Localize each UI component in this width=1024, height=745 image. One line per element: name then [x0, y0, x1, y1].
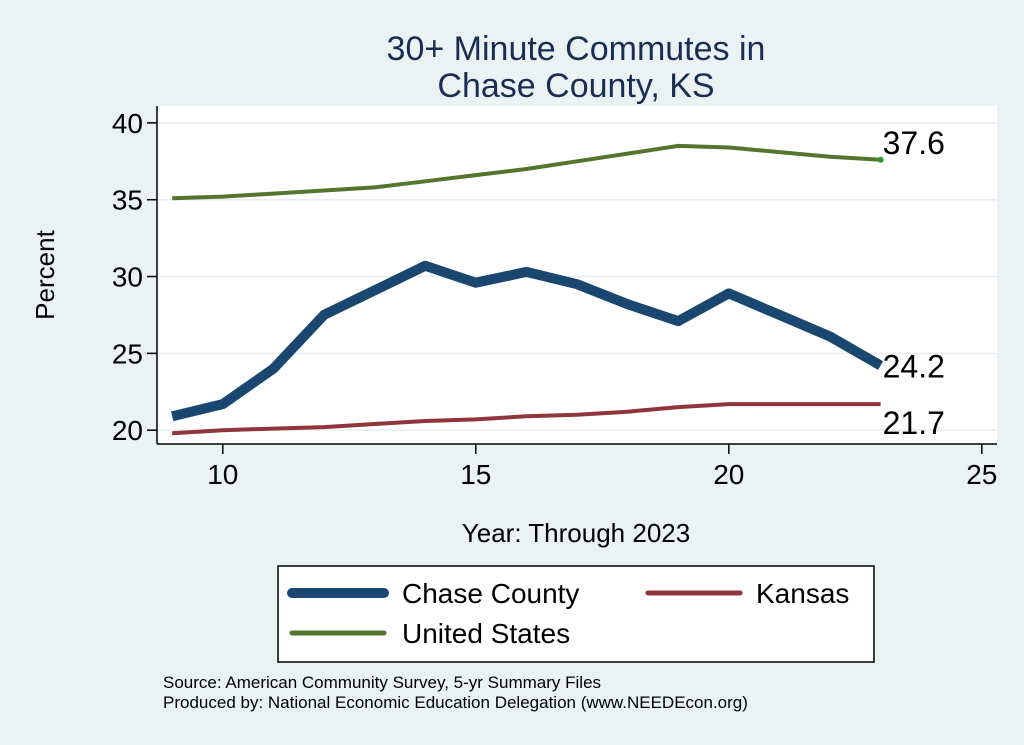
y-tick-label-40: 40 [112, 108, 143, 139]
y-tick-label-25: 25 [112, 338, 143, 369]
end-marker-united-states [877, 156, 884, 163]
chart-title-line-1: 30+ Minute Commutes in [387, 30, 766, 68]
x-tick-label-10: 10 [207, 459, 238, 490]
series-line-united-states [172, 143, 881, 201]
y-tick-label-35: 35 [112, 185, 143, 216]
x-axis-title: Year: Through 2023 [462, 518, 690, 548]
end-label-united-states: 37.6 [883, 125, 945, 161]
end-label-chase-county: 24.2 [883, 349, 945, 385]
plot-area [157, 106, 997, 444]
legend: Chase County Kansas United States [277, 565, 875, 663]
series-line-chase-county [171, 260, 884, 422]
legend-label-kansas: Kansas [756, 578, 849, 609]
series-lines [171, 143, 884, 436]
y-tick-label-20: 20 [112, 415, 143, 446]
legend-label-united-states: United States [402, 618, 570, 649]
ticks: 20 25 30 35 40 10 15 20 25 [112, 108, 998, 490]
end-labels: 24.2 21.7 37.6 [877, 125, 945, 441]
x-tick-label-20: 20 [713, 459, 744, 490]
legend-box [277, 565, 875, 663]
end-label-kansas: 21.7 [883, 405, 945, 441]
x-tick-label-25: 25 [966, 459, 997, 490]
chart-title-line-2: Chase County, KS [437, 67, 714, 105]
x-tick-label-15: 15 [460, 459, 491, 490]
legend-label-chase-county: Chase County [402, 578, 579, 609]
source-note-line-2: Produced by: National Economic Education… [163, 693, 748, 712]
axes [156, 106, 997, 445]
source-note-line-1: Source: American Community Survey, 5-yr … [163, 673, 601, 692]
series-line-kansas [172, 402, 881, 436]
y-axis-title: Percent [30, 229, 60, 319]
y-tick-label-30: 30 [112, 262, 143, 293]
